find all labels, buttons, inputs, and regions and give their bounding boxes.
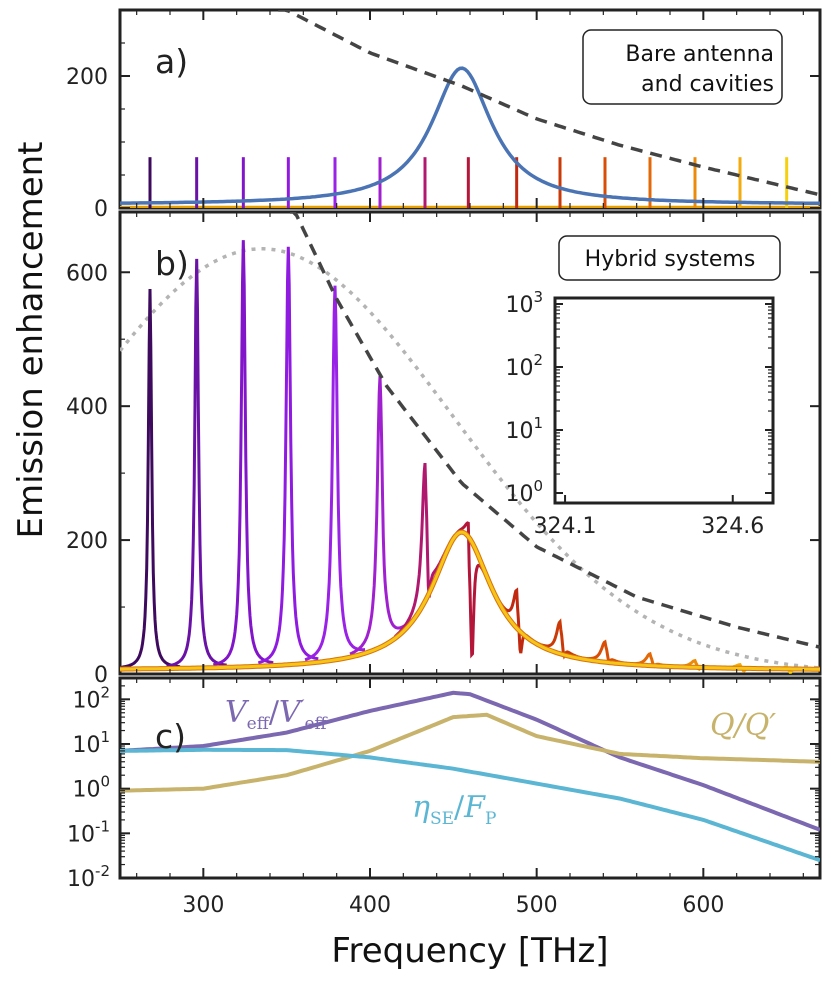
- panel-c-ytick-label: 102: [72, 683, 110, 713]
- label-q: Q/Q′: [710, 708, 776, 743]
- panel-c-label: c): [155, 717, 186, 756]
- panel-c-ytick-label: 10-1: [67, 817, 110, 847]
- inset-ytick-label: 103: [505, 288, 543, 318]
- panel-c-ytick-label: 10-2: [67, 862, 110, 892]
- panel-b-legend-box: [558, 235, 781, 281]
- panel-a-ytick-label: 200: [66, 65, 108, 90]
- inset-ytick-label: 101: [505, 414, 543, 444]
- x-tick-label: 300: [182, 893, 224, 918]
- panel-a-legend-box: [582, 29, 783, 105]
- inset-ytick-label: 102: [505, 351, 543, 381]
- panel-b-hybrid-peak: [304, 285, 365, 662]
- panel-b-hybrid-peak: [257, 246, 319, 665]
- panel-c-ytick-label: 101: [72, 728, 110, 758]
- panel-b-ytick-label: 400: [66, 395, 108, 420]
- panel-c-curve: [120, 747, 820, 863]
- clip-group-clipC: [120, 690, 820, 863]
- inset-ytick-label: 100: [505, 477, 543, 507]
- inset-frame: [553, 296, 775, 505]
- panel-b-ytick-label: 0: [94, 663, 108, 688]
- panel-c-ytick-label: 100: [72, 773, 110, 803]
- panel-a-legend-line1: Bare antenna: [625, 42, 774, 67]
- x-tick-label: 400: [349, 893, 391, 918]
- panel-b-bound-dashed: [290, 212, 820, 649]
- panel-a-label: a): [155, 42, 188, 81]
- panel-b-envelope-dotted: [120, 247, 820, 670]
- panel-a-legend-line2: and cavities: [641, 72, 774, 97]
- inset-xtick-label: 324.1: [534, 514, 597, 539]
- panel-a-bound-dashed: [278, 10, 819, 197]
- panel-c-curve: [120, 690, 820, 832]
- x-tick-label: 500: [516, 893, 558, 918]
- panel-a-ytick-label: 0: [94, 197, 108, 222]
- panel-b-legend-text: Hybrid systems: [585, 247, 756, 272]
- x-tick-label: 600: [682, 893, 724, 918]
- panel-b-ytick-label: 200: [66, 529, 108, 554]
- panel-c-curve: [120, 712, 820, 793]
- label-eta: ηSE/FP: [412, 790, 496, 829]
- inset-xtick-label: 324.6: [701, 514, 764, 539]
- y-axis-title: Emission enhancement: [11, 141, 51, 538]
- x-axis-title: Frequency [THz]: [331, 931, 608, 971]
- panel-b-label: b): [155, 244, 189, 283]
- label-veff: Veff/V′eff: [225, 695, 329, 734]
- panel-b-ytick-label: 600: [66, 261, 108, 286]
